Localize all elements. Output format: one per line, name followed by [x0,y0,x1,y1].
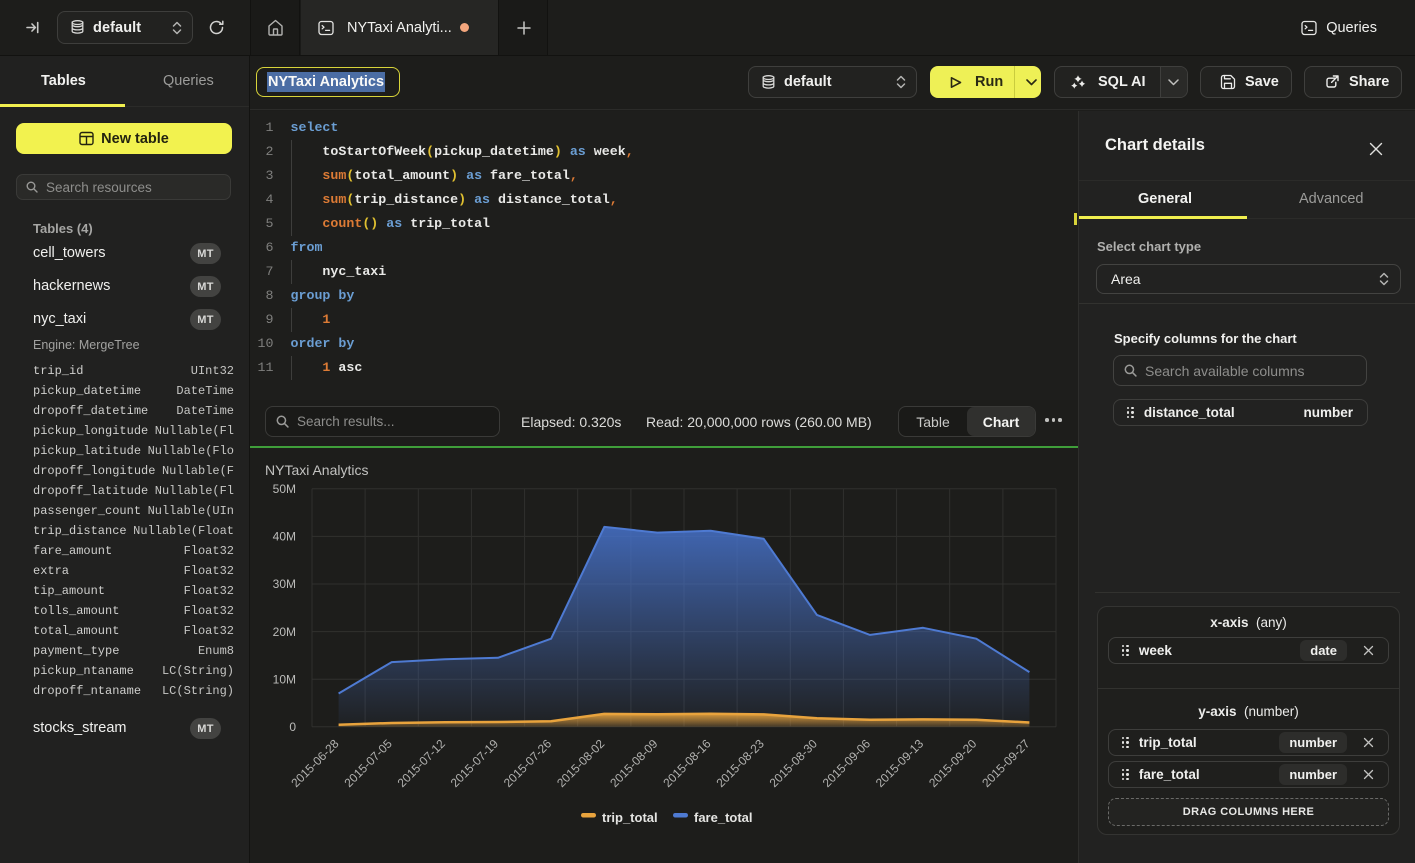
svg-text:2015-07-12: 2015-07-12 [395,736,449,790]
svg-text:50M: 50M [273,482,296,496]
svg-text:2015-08-23: 2015-08-23 [713,736,767,790]
svg-text:fare_total: fare_total [694,810,753,825]
svg-text:10M: 10M [273,672,296,686]
svg-text:2015-07-26: 2015-07-26 [501,736,555,790]
svg-text:2015-09-20: 2015-09-20 [926,736,980,790]
svg-text:2015-07-19: 2015-07-19 [448,736,502,790]
svg-text:20M: 20M [273,625,296,639]
svg-text:2015-08-09: 2015-08-09 [607,736,661,790]
svg-text:2015-08-16: 2015-08-16 [660,736,714,790]
svg-text:2015-08-30: 2015-08-30 [767,736,821,790]
svg-text:2015-07-05: 2015-07-05 [341,736,395,790]
svg-text:2015-09-27: 2015-09-27 [979,736,1033,790]
svg-text:2015-08-02: 2015-08-02 [554,736,608,790]
svg-text:30M: 30M [273,577,296,591]
svg-text:trip_total: trip_total [602,810,658,825]
svg-text:2015-06-28: 2015-06-28 [288,736,342,790]
svg-text:2015-09-13: 2015-09-13 [873,736,927,790]
svg-text:40M: 40M [273,530,296,544]
svg-text:0: 0 [289,720,296,734]
svg-text:2015-09-06: 2015-09-06 [820,736,874,790]
svg-text:NYTaxi Analytics: NYTaxi Analytics [265,462,368,478]
